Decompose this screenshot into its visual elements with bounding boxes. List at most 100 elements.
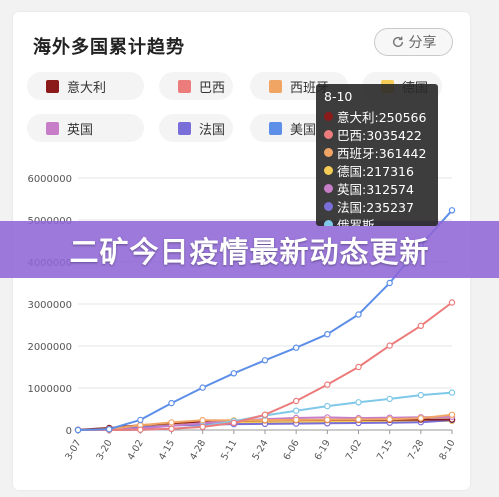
data-point (199, 417, 206, 424)
data-point (324, 402, 331, 410)
data-point (292, 416, 300, 424)
x-tick-label: 7-15 (375, 438, 395, 462)
x-tick-label: 8-10 (437, 438, 457, 462)
legend-item[interactable]: 意大利 (27, 72, 144, 100)
legend-label: 美国 (290, 122, 317, 138)
data-point (137, 426, 144, 433)
y-tick-label: 3000000 (27, 300, 72, 311)
data-point (230, 419, 238, 427)
data-point (199, 384, 206, 391)
tooltip-row: 英国:312574 (324, 179, 430, 197)
tooltip-row: 德国:217316 (324, 161, 430, 179)
data-point (74, 426, 82, 434)
tooltip-dot (324, 201, 333, 211)
data-point (261, 357, 269, 364)
tooltip-dot (324, 219, 333, 226)
x-tick-label: 3-20 (94, 438, 114, 462)
data-point (355, 311, 362, 318)
data-point (448, 299, 456, 306)
tooltip-dot (324, 183, 333, 193)
data-point (417, 415, 425, 422)
data-point (417, 322, 425, 329)
y-tick-label: 2000000 (27, 342, 72, 353)
legend-label: 巴西 (199, 80, 226, 96)
legend-label: 法国 (199, 122, 226, 138)
legend-swatch (269, 79, 282, 93)
legend-item[interactable]: 英国 (27, 114, 144, 142)
tooltip-dot (324, 165, 333, 175)
tooltip-text: 德国:217316 (337, 163, 414, 179)
tooltip-date: 8-10 (324, 89, 353, 104)
data-point (386, 342, 393, 349)
tooltip-text: 西班牙:361442 (337, 145, 427, 161)
tooltip-dot (324, 111, 333, 121)
data-point (386, 416, 393, 423)
data-point (292, 407, 300, 414)
share-label: 分享 (408, 35, 437, 51)
share-button[interactable]: 分享 (374, 28, 453, 56)
x-tick-label: 6-06 (281, 438, 301, 462)
data-point (417, 391, 425, 399)
tooltip-row: 意大利:250566 (324, 107, 430, 125)
tooltip-row: 西班牙:361442 (324, 143, 430, 161)
tooltip-row: 俄罗斯 (324, 215, 430, 226)
legend-label: 意大利 (67, 80, 107, 96)
data-point (137, 416, 144, 424)
tooltip-dot (324, 129, 333, 139)
legend-label: 英国 (67, 122, 94, 138)
legend-item[interactable]: 法国 (159, 114, 233, 142)
x-tick-label: 4-28 (188, 438, 208, 462)
tooltip-text: 英国:312574 (337, 181, 414, 197)
tooltip-dot (324, 147, 333, 157)
data-point (168, 399, 175, 407)
data-point (292, 344, 300, 351)
series-line (78, 301, 453, 431)
data-point (168, 419, 175, 426)
tooltip-text: 意大利:250566 (337, 109, 427, 125)
x-tick-label: 6-19 (313, 438, 333, 462)
data-point (448, 411, 456, 418)
x-tick-label: 3-07 (63, 438, 83, 462)
data-point (324, 416, 331, 423)
tooltip-text: 法国:235237 (337, 199, 414, 215)
legend-swatch (269, 121, 282, 135)
data-point (292, 397, 300, 405)
x-tick-label: 5-24 (250, 438, 270, 462)
y-tick-label: 1000000 (27, 384, 72, 395)
tooltip-row: 法国:235237 (324, 197, 430, 215)
legend-swatch (46, 121, 59, 135)
data-point (448, 389, 456, 396)
y-tick-label: 0 (66, 426, 72, 437)
legend-swatch (46, 79, 59, 93)
x-tick-label: 7-02 (344, 438, 364, 462)
refresh-icon (392, 36, 403, 48)
y-tick-label: 6000000 (27, 174, 72, 185)
data-point (261, 411, 269, 418)
data-point (324, 331, 331, 338)
data-point (355, 363, 362, 371)
data-point (230, 370, 238, 377)
data-point (355, 399, 362, 406)
banner-text: 二矿今日疫情最新动态更新 (69, 234, 430, 269)
tooltip-row: 巴西:3035422 (324, 125, 430, 143)
tooltip-text: 巴西:3035422 (337, 127, 422, 143)
data-point (386, 395, 393, 403)
x-tick-label: 7-28 (406, 438, 426, 462)
data-point (168, 425, 175, 432)
legend-swatch (178, 121, 191, 135)
legend-swatch (178, 79, 191, 93)
data-point (448, 207, 456, 214)
legend-item[interactable]: 巴西 (159, 72, 233, 100)
chart-tooltip: 8-10 意大利:250566 巴西:3035422 西班牙:361442 德国:21… (316, 84, 438, 226)
tooltip-text: 俄罗斯 (337, 217, 375, 227)
x-tick-label: 5-11 (219, 438, 239, 462)
data-point (199, 423, 206, 431)
data-point (355, 416, 362, 423)
x-tick-label: 4-02 (126, 438, 146, 462)
x-tick-label: 4-15 (157, 438, 177, 462)
data-point (324, 381, 331, 388)
page-title: 海外多国累计趋势 (33, 37, 185, 58)
data-point (386, 279, 393, 287)
headline-banner: 二矿今日疫情最新动态更新 (0, 221, 499, 278)
